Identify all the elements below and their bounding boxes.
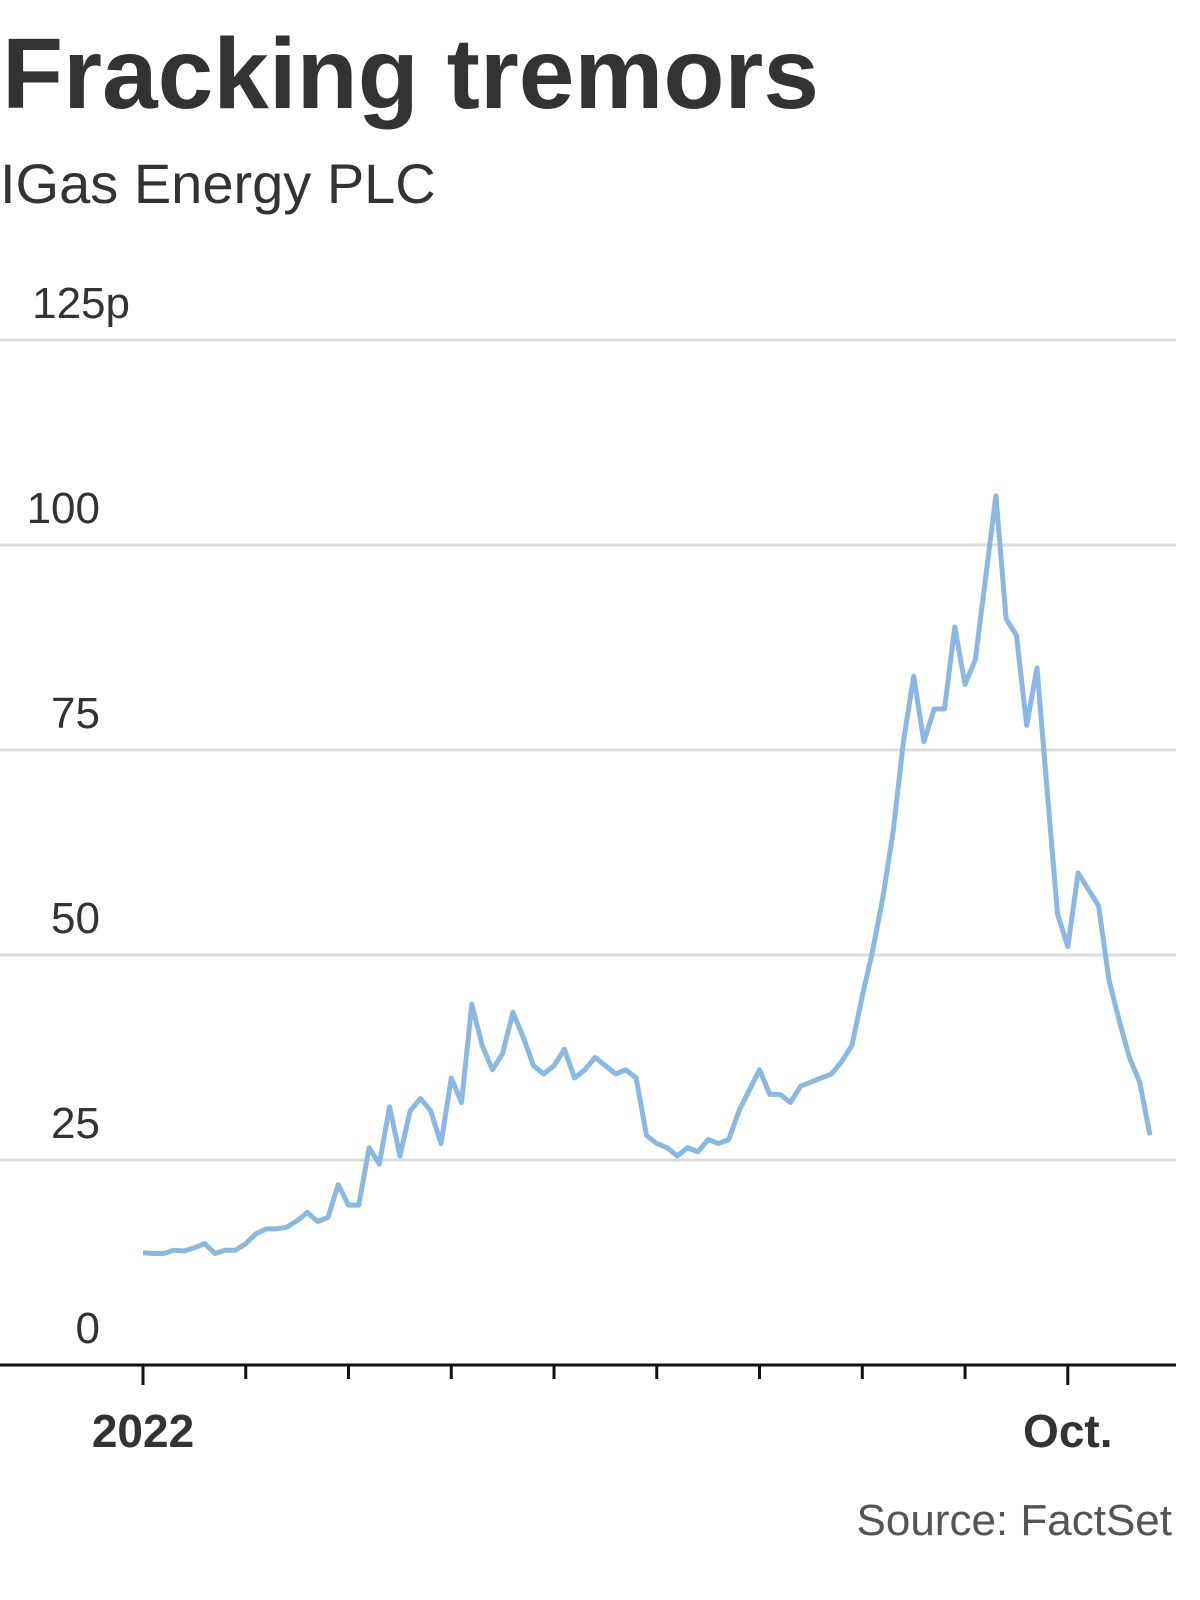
y-tick-label: 25 [51, 1099, 100, 1148]
x-tick-label: Oct. [1023, 1405, 1112, 1457]
chart-title: Fracking tremors [2, 18, 819, 130]
y-tick-label: 100 [27, 484, 100, 533]
source-note: Source: FactSet [857, 1496, 1172, 1545]
price-line [142, 493, 1153, 1256]
chart-subtitle: IGas Energy PLC [0, 152, 436, 215]
y-tick-label: 75 [51, 689, 100, 738]
x-tick-label: 2022 [92, 1405, 194, 1457]
y-tick-label: 0 [76, 1304, 100, 1353]
y-tick-label: 125p [32, 279, 130, 328]
y-tick-label: 50 [51, 894, 100, 943]
